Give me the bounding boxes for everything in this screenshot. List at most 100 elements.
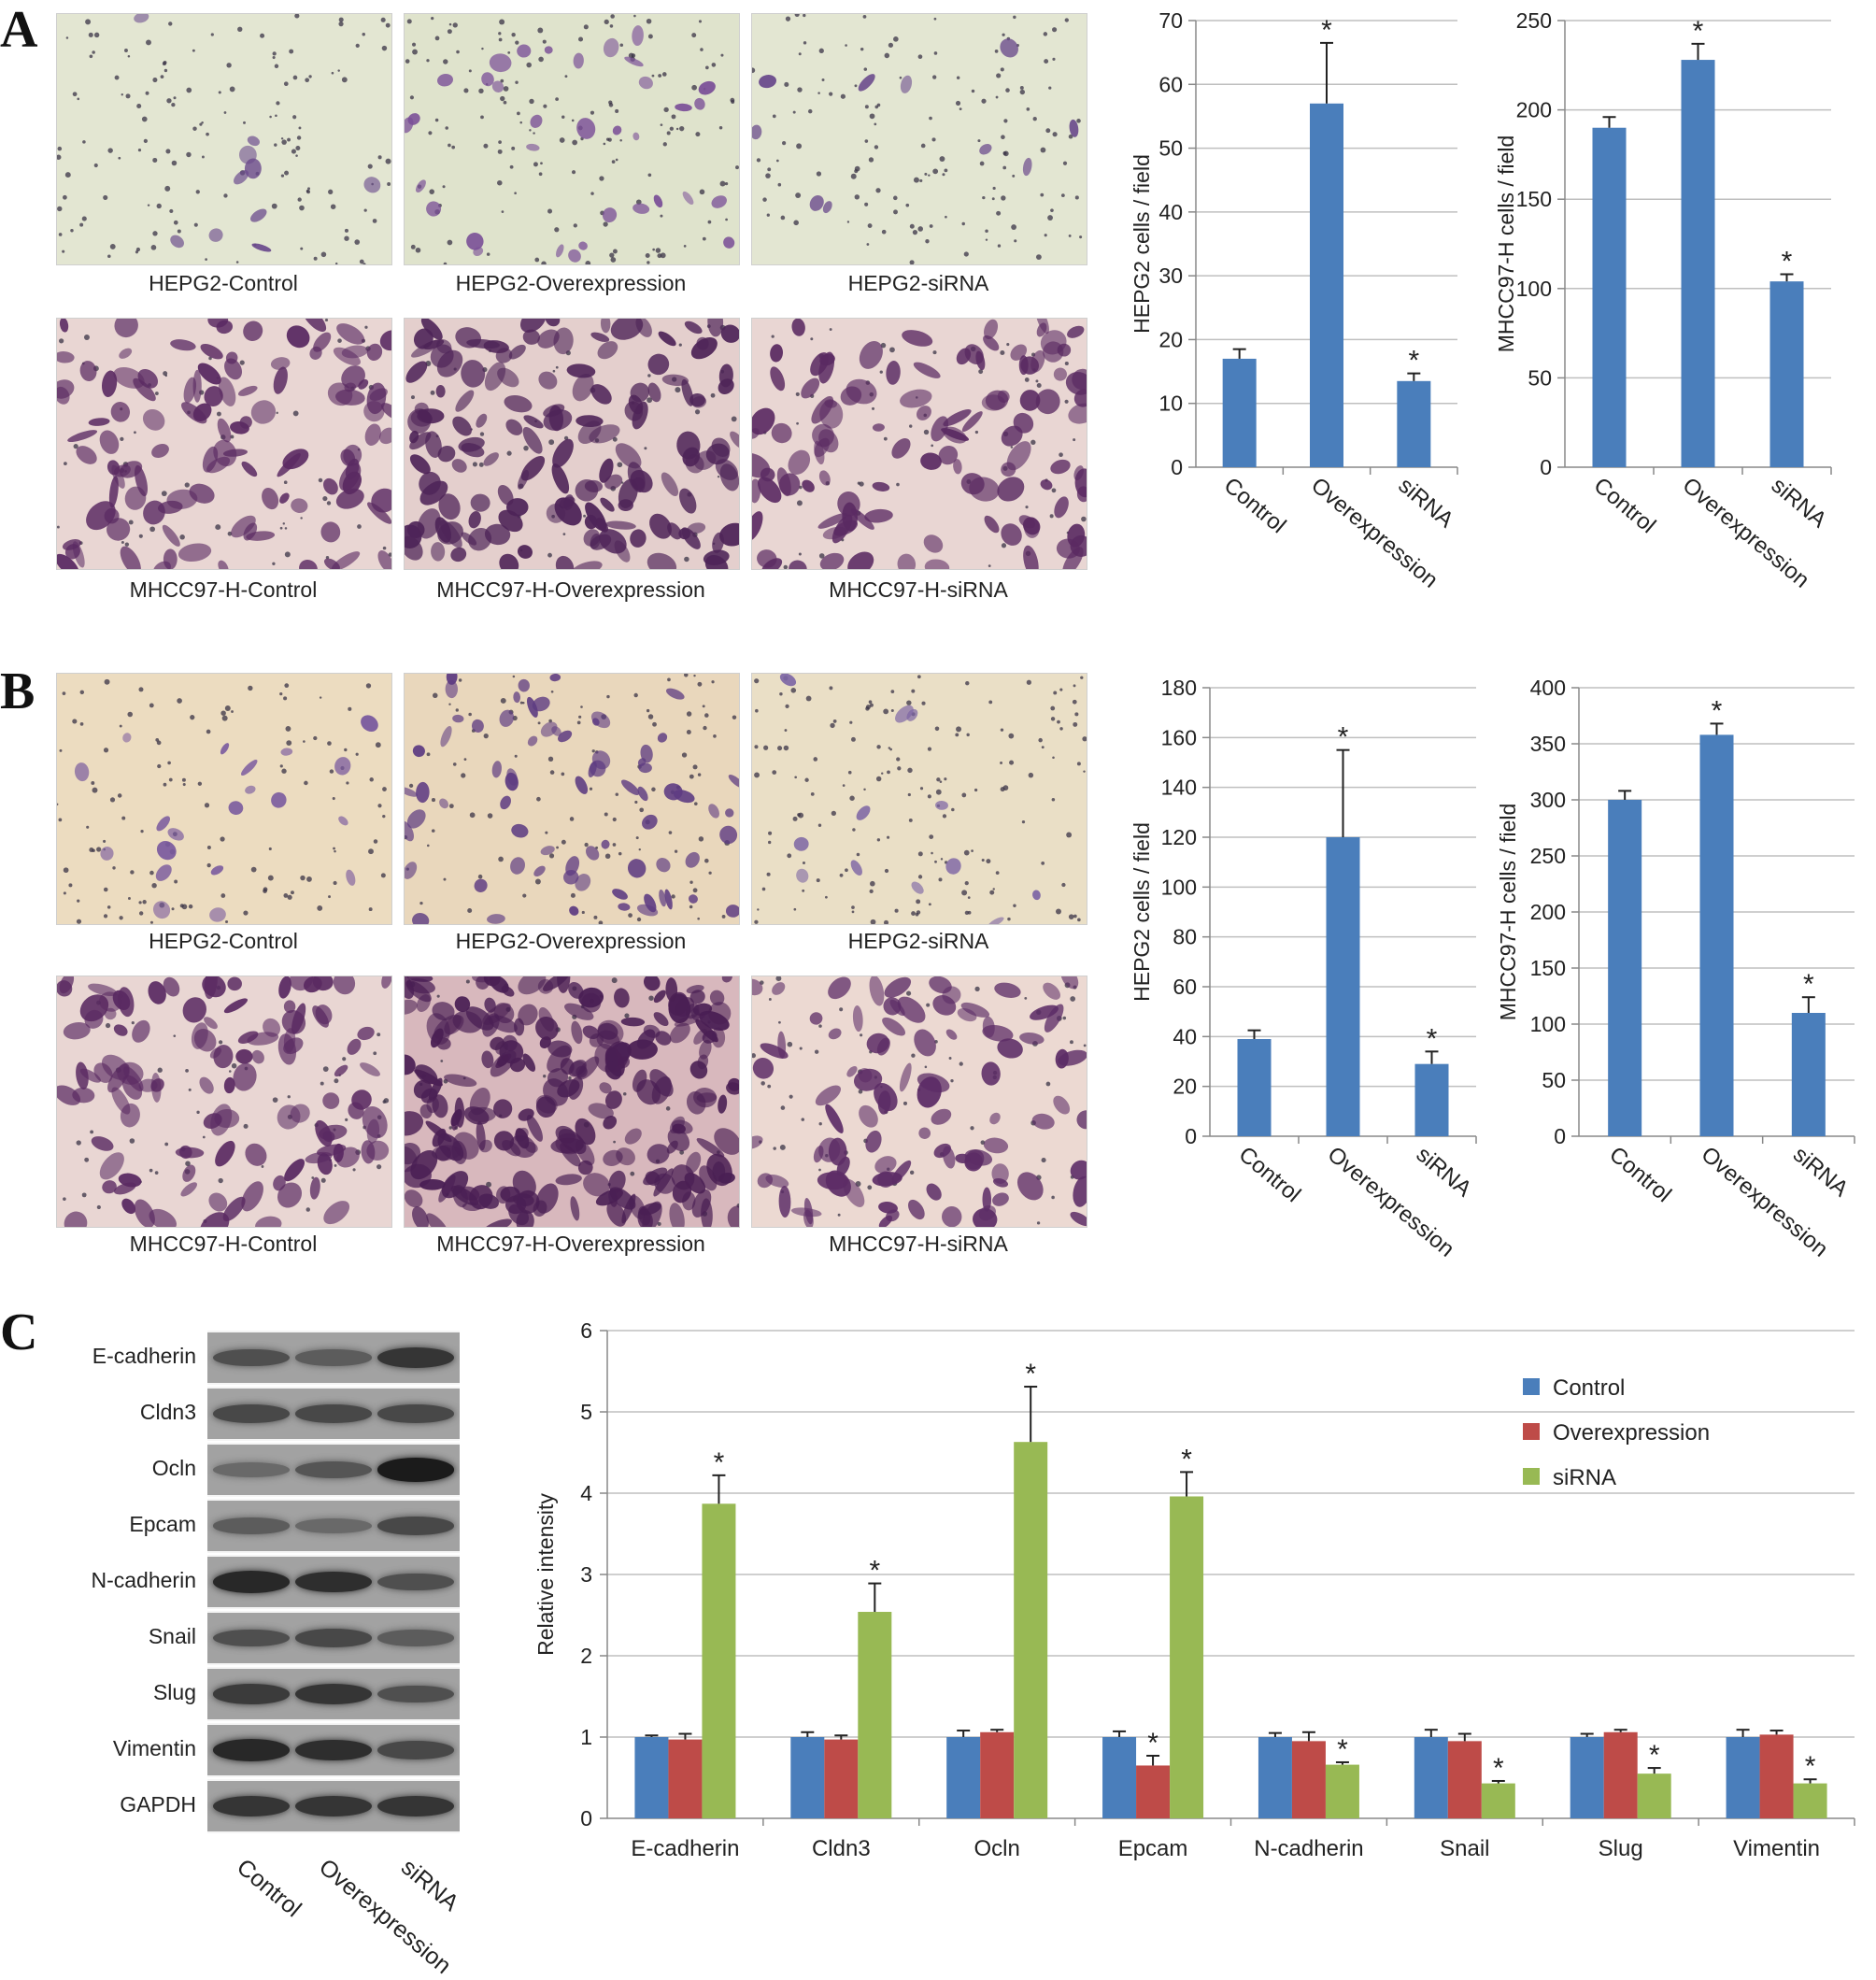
y-axis-label: MHCC97-H cells / field (1494, 135, 1518, 353)
bar-epcam-overexpression (1136, 1765, 1171, 1818)
blot-band (213, 1348, 290, 1367)
significance-star: * (1321, 15, 1332, 46)
blot-row-label: Snail (148, 1624, 196, 1648)
blot-band (377, 1517, 454, 1535)
y-tick-label: 2 (580, 1644, 592, 1668)
bar-cldn3-overexpression (824, 1739, 859, 1818)
y-tick-label: 40 (1158, 200, 1183, 224)
micrograph-a-mhcc97h-sirna (751, 318, 1087, 570)
y-tick-label: 400 (1530, 676, 1566, 700)
blot-band (295, 1518, 372, 1533)
blot-band (295, 1404, 372, 1423)
blot-strip-cldn3 (207, 1387, 460, 1441)
blot-strip-epcam (207, 1499, 460, 1553)
x-tick-label: Ocln (974, 1836, 1020, 1861)
bar-cldn3-control (790, 1737, 825, 1818)
blot-band (377, 1404, 454, 1423)
y-tick-label: 50 (1542, 1068, 1566, 1092)
x-tick-label: Cldn3 (812, 1836, 871, 1861)
blot-band (213, 1517, 290, 1534)
panel-letter-c: C (0, 1303, 38, 1361)
legend-label-overexpression: Overexpression (1553, 1420, 1710, 1446)
bar-overexpression (1681, 60, 1715, 468)
caption-b-mhcc97h-control: MHCC97-H-Control (129, 1232, 318, 1256)
panel-letter-a: A (0, 1, 38, 59)
blot-row-label: Ocln (151, 1456, 196, 1480)
blot-band (295, 1684, 372, 1704)
y-tick-label: 60 (1172, 975, 1197, 999)
micrograph-a-hepg2-control (56, 13, 392, 265)
y-tick-label: 180 (1161, 676, 1197, 700)
blot-band (213, 1404, 290, 1423)
blot-strip-ocln (207, 1443, 460, 1497)
blot-band (213, 1462, 290, 1477)
bar-epcam-sirna (1170, 1496, 1204, 1818)
legend-swatch-control (1523, 1378, 1540, 1395)
blot-row-label: Epcam (129, 1512, 196, 1536)
blot-band (295, 1461, 372, 1478)
micrograph-b-hepg2-sirna (751, 673, 1087, 925)
bar-e-cadherin-sirna (702, 1503, 736, 1818)
bar-control (1608, 800, 1642, 1136)
significance-star: * (714, 1447, 725, 1478)
significance-star: * (1805, 1751, 1816, 1782)
y-tick-label: 20 (1172, 1075, 1197, 1099)
blot-band (295, 1571, 372, 1593)
y-axis-label: Relative intensity (533, 1493, 558, 1656)
bar-e-cadherin-overexpression (668, 1739, 703, 1818)
caption-b-mhcc97h-overexpression: MHCC97-H-Overexpression (436, 1232, 705, 1256)
legend-swatch-overexpression (1523, 1423, 1540, 1440)
y-tick-label: 120 (1161, 825, 1197, 849)
bar-vimentin-sirna (1793, 1783, 1827, 1818)
bar-overexpression (1699, 734, 1734, 1136)
x-tick-label: siRNA (1412, 1142, 1476, 1202)
x-tick-label: Epcam (1118, 1836, 1188, 1861)
caption-a-mhcc97h-control: MHCC97-H-Control (129, 577, 318, 602)
bar-snail-overexpression (1447, 1741, 1482, 1818)
western-blot: E-cadherin Cldn3 Ocln Epcam N-cadherin Snail S… (0, 1318, 523, 1979)
micrograph-a-hepg2-overexpression (404, 13, 740, 265)
y-tick-label: 0 (1185, 1124, 1197, 1148)
micrograph-a-mhcc97h-control (56, 318, 392, 570)
y-tick-label: 100 (1530, 1012, 1566, 1036)
x-tick-label: Snail (1440, 1836, 1489, 1861)
significance-star: * (1181, 1444, 1192, 1474)
y-tick-label: 10 (1158, 392, 1183, 416)
micrograph-b-hepg2-control (56, 673, 392, 925)
chart-a-mhcc97h-migration: 050100150200250Control*Overexpression*si… (1494, 8, 1832, 593)
blot-band (213, 1739, 290, 1761)
bar-overexpression (1310, 103, 1343, 468)
y-tick-label: 160 (1161, 725, 1197, 749)
y-tick-label: 6 (580, 1318, 592, 1343)
blot-band (213, 1796, 290, 1816)
significance-star: * (1649, 1740, 1660, 1771)
blot-row-label: N-cadherin (91, 1568, 197, 1592)
bar-snail-sirna (1481, 1783, 1515, 1818)
y-tick-label: 300 (1530, 788, 1566, 812)
chart-b-hepg2-invasion: 020406080100120140160180Control*Overexpr… (1130, 676, 1477, 1262)
x-tick-label: N-cadherin (1254, 1836, 1363, 1861)
bar-n-cadherin-sirna (1325, 1764, 1359, 1818)
chart-a-hepg2-migration: 010203040506070Control*Overexpression*si… (1130, 8, 1458, 593)
bar-ocln-control (946, 1737, 981, 1818)
y-tick-label: 250 (1530, 844, 1566, 868)
bar-ocln-overexpression (980, 1731, 1015, 1818)
bar-e-cadherin-control (634, 1737, 669, 1818)
y-tick-label: 1 (580, 1725, 592, 1749)
x-tick-label: Control (1589, 473, 1661, 538)
bar-vimentin-overexpression (1759, 1734, 1794, 1818)
bar-overexpression (1326, 837, 1360, 1136)
chart-c-relative-intensity: 0 1 2 3 4 5 6 Relative intensity * E-cadherin * Cld… (533, 1318, 1855, 1861)
y-tick-label: 100 (1161, 875, 1197, 899)
chart-b-mhcc97h-invasion: 050100150200250300350400Control*Overexpr… (1496, 676, 1855, 1262)
panel-letter-b: B (0, 662, 36, 720)
y-tick-label: 150 (1516, 187, 1552, 211)
blot-row-label: GAPDH (120, 1792, 196, 1816)
y-tick-label: 70 (1158, 8, 1183, 33)
micrograph-a-mhcc97h-overexpression (404, 318, 740, 570)
blot-strip-slug (207, 1667, 460, 1721)
blot-band (377, 1685, 454, 1703)
x-tick-label: Vimentin (1733, 1836, 1820, 1861)
bar-control (1237, 1039, 1272, 1136)
y-tick-label: 140 (1161, 776, 1197, 800)
